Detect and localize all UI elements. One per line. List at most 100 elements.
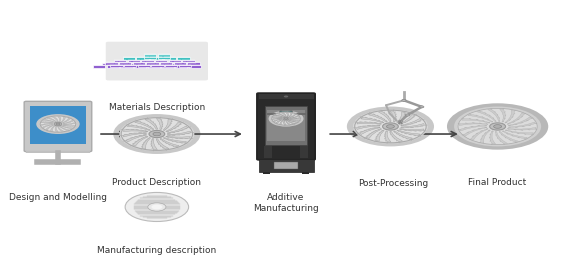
Circle shape [113,114,201,154]
FancyBboxPatch shape [128,60,140,62]
Polygon shape [401,124,424,127]
Polygon shape [55,126,58,132]
Circle shape [151,205,162,209]
FancyBboxPatch shape [179,65,191,67]
FancyBboxPatch shape [174,62,186,65]
Polygon shape [357,125,380,129]
Polygon shape [505,110,515,123]
FancyBboxPatch shape [151,65,164,67]
FancyBboxPatch shape [26,151,90,153]
Polygon shape [509,117,532,126]
FancyBboxPatch shape [302,172,308,174]
Text: Additive
Manufacturing: Additive Manufacturing [253,193,319,213]
Polygon shape [135,121,154,130]
Circle shape [347,106,434,146]
Polygon shape [390,131,403,142]
Circle shape [490,123,506,130]
Polygon shape [280,120,284,125]
Polygon shape [378,112,391,122]
FancyBboxPatch shape [30,106,86,144]
Polygon shape [167,126,188,133]
Polygon shape [468,114,493,122]
FancyBboxPatch shape [264,146,272,158]
Polygon shape [145,119,157,129]
FancyBboxPatch shape [168,60,181,62]
Polygon shape [166,136,191,138]
FancyBboxPatch shape [301,146,308,158]
Circle shape [39,115,77,133]
Polygon shape [287,121,295,124]
Circle shape [56,123,60,125]
Polygon shape [167,131,191,135]
Circle shape [405,114,409,116]
Polygon shape [156,139,169,149]
Polygon shape [61,117,65,122]
FancyBboxPatch shape [257,93,315,160]
Polygon shape [477,111,496,122]
Circle shape [353,109,428,144]
Polygon shape [460,126,486,131]
FancyBboxPatch shape [134,65,146,68]
Polygon shape [63,123,75,125]
Polygon shape [499,131,518,142]
FancyBboxPatch shape [165,65,177,67]
Polygon shape [50,126,55,131]
FancyBboxPatch shape [133,62,145,65]
Circle shape [272,112,301,125]
FancyBboxPatch shape [155,60,167,62]
Polygon shape [142,138,151,149]
Text: Design and Modelling: Design and Modelling [9,193,107,202]
Polygon shape [46,125,53,130]
FancyBboxPatch shape [175,65,187,68]
Circle shape [153,132,161,136]
Polygon shape [357,122,382,124]
Polygon shape [401,118,421,126]
Circle shape [387,125,395,128]
Circle shape [402,99,406,101]
FancyBboxPatch shape [161,65,174,68]
Polygon shape [286,121,291,125]
Circle shape [125,192,189,222]
Polygon shape [289,120,298,122]
FancyBboxPatch shape [156,63,168,65]
Text: Product Description: Product Description [112,178,201,187]
Polygon shape [502,131,527,139]
Circle shape [54,122,62,126]
Polygon shape [163,137,187,143]
Polygon shape [361,117,384,123]
Circle shape [383,123,398,130]
Circle shape [269,111,303,127]
Circle shape [120,117,194,151]
FancyBboxPatch shape [129,63,141,65]
Polygon shape [156,118,162,130]
FancyBboxPatch shape [160,62,172,65]
Polygon shape [490,131,496,144]
Polygon shape [286,112,288,117]
Polygon shape [507,127,536,130]
Polygon shape [62,118,70,123]
Polygon shape [276,120,282,123]
Polygon shape [385,131,391,142]
Polygon shape [41,124,53,125]
Polygon shape [47,118,56,122]
FancyBboxPatch shape [164,57,176,60]
Polygon shape [126,135,146,142]
FancyBboxPatch shape [189,65,201,68]
Polygon shape [284,121,286,125]
Polygon shape [277,114,285,117]
FancyBboxPatch shape [120,65,133,68]
Polygon shape [281,113,286,117]
Polygon shape [366,129,382,139]
Polygon shape [505,130,534,134]
Polygon shape [290,114,296,118]
Circle shape [283,117,289,120]
Circle shape [494,125,502,128]
Polygon shape [488,109,500,122]
Polygon shape [63,120,73,124]
Polygon shape [151,139,158,150]
FancyBboxPatch shape [146,62,159,65]
Polygon shape [481,130,490,143]
FancyBboxPatch shape [105,62,118,65]
Polygon shape [273,117,282,118]
FancyBboxPatch shape [187,62,200,65]
